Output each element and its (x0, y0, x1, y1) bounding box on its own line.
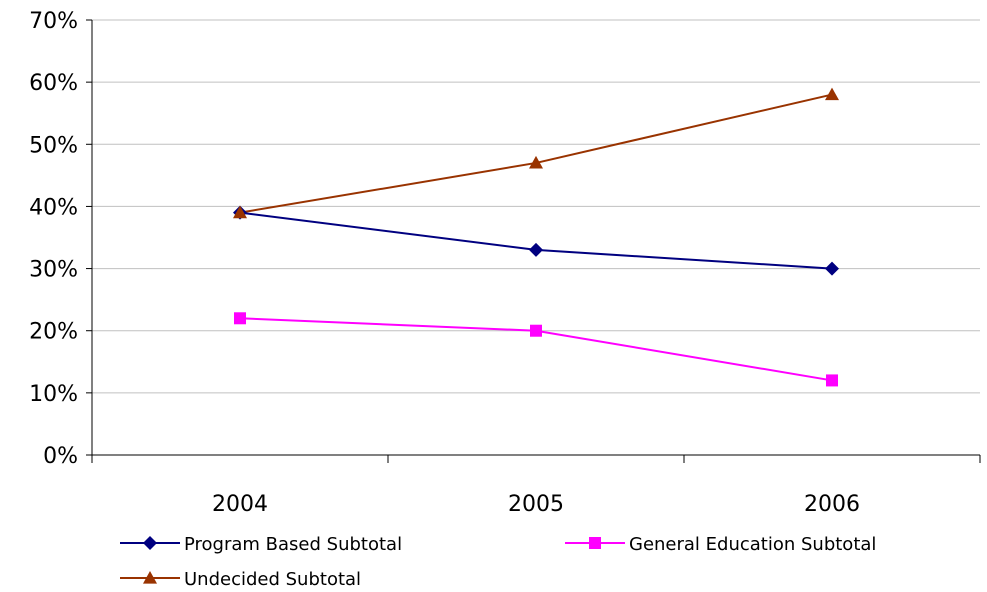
legend-label: Undecided Subtotal (184, 569, 361, 590)
legend-label: General Education Subtotal (629, 534, 876, 555)
x-tick-label: 2006 (804, 492, 860, 517)
series-lines (239, 93, 833, 382)
y-tick-label: 40% (29, 195, 78, 220)
legend-marker-undecided-subtotal (143, 571, 157, 584)
data-point-program-based-subtotal (825, 261, 839, 276)
data-point-undecided-subtotal (529, 155, 543, 169)
data-point-undecided-subtotal (233, 205, 247, 219)
legend-item-undecided-subtotal: Undecided Subtotal (120, 569, 361, 590)
series-line-program-based-subtotal (239, 211, 833, 270)
legend-item-general-education-subtotal: General Education Subtotal (565, 534, 876, 555)
data-point-undecided-subtotal (825, 87, 839, 101)
x-tick-label: 2004 (212, 492, 268, 517)
series-line-undecided-subtotal (239, 93, 833, 214)
y-tick-label: 0% (43, 444, 78, 469)
axes (86, 19, 981, 463)
legend-marker-program-based-subtotal (143, 536, 157, 550)
data-point-general-education-subtotal (530, 324, 542, 337)
y-tick-label: 10% (29, 382, 78, 407)
series-markers (233, 87, 839, 387)
data-point-general-education-subtotal (234, 312, 246, 325)
data-point-general-education-subtotal (826, 374, 838, 387)
legend-marker-general-education-subtotal (589, 537, 601, 549)
x-axis-tick-labels: 2004 2005 2006 (212, 492, 860, 517)
gridlines (92, 19, 980, 394)
y-tick-label: 30% (29, 258, 78, 283)
y-axis-tick-labels: 0% 10% 20% 30% 40% 50% 60% 70% (29, 9, 78, 469)
y-tick-label: 70% (29, 9, 78, 34)
data-point-program-based-subtotal (529, 242, 543, 257)
y-tick-label: 50% (29, 133, 78, 158)
legend-item-program-based-subtotal: Program Based Subtotal (120, 534, 402, 555)
x-tick-label: 2005 (508, 492, 564, 517)
y-tick-label: 20% (29, 320, 78, 345)
y-tick-label: 60% (29, 71, 78, 96)
legend-label: Program Based Subtotal (184, 534, 402, 555)
legend: Program Based Subtotal General Education … (120, 534, 876, 590)
